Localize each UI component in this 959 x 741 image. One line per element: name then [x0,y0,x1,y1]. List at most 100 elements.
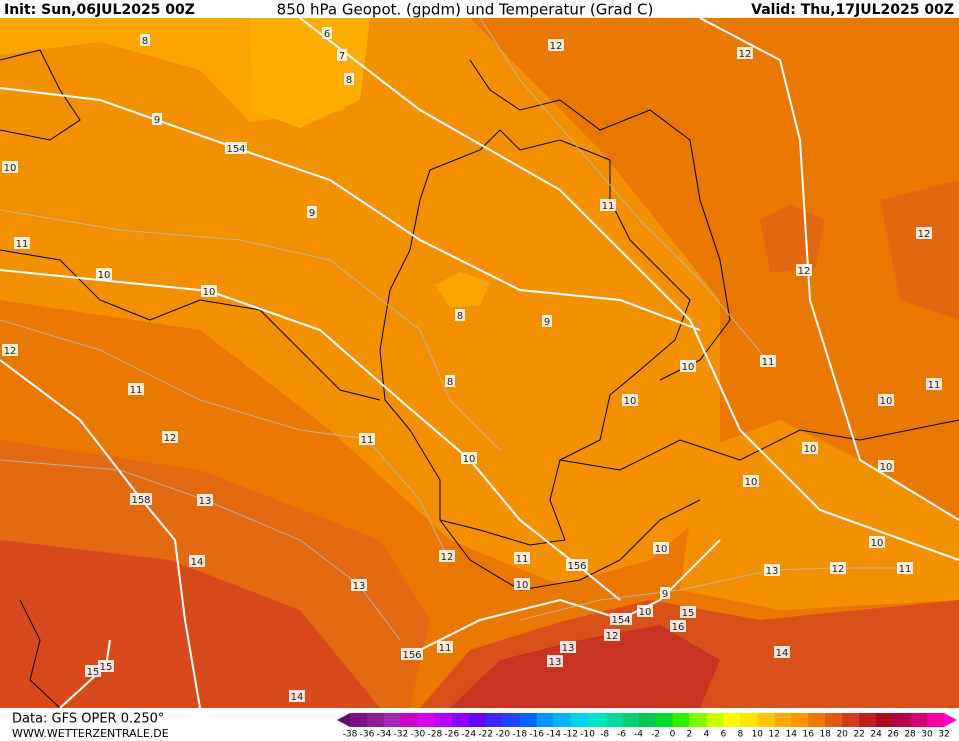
contour-label: 6 [324,29,330,40]
contour-label: 10 [98,270,111,281]
colorbar-swatch [638,713,656,727]
contour-label-box [897,562,913,574]
field [760,205,825,272]
colorbar-arrow [944,713,957,727]
colorbar-swatch [468,713,487,727]
colorbar-label: 28 [904,730,916,740]
colorbar-swatch [536,713,555,727]
contour-label-box [225,142,247,154]
contour-label-box [445,375,455,387]
contour-label: 11 [16,239,29,250]
contour-label: 158 [131,495,150,506]
colorbar-swatch [910,713,928,727]
colorbar-swatch [587,713,606,727]
colorbar-swatch [383,713,402,727]
contour-label: 10 [4,163,17,174]
colorbar-swatch [859,713,877,727]
isohypse [0,87,701,331]
contour-label-box [2,344,18,356]
contour-label: 12 [739,49,752,60]
contour-label: 9 [309,208,315,219]
contour-label-box [548,39,564,51]
contour-label: 156 [567,561,586,572]
colorbar-label: 0 [670,730,676,740]
contour-label: 13 [766,566,779,577]
contour-label-box [774,646,790,658]
colorbar-swatch [519,713,538,727]
contour-label-box [760,355,776,367]
contour-label-box [547,655,563,667]
colorbar-label: 18 [819,730,831,740]
field [250,18,370,128]
map-title: 850 hPa Geopot. (gpdm) und Temperatur (G… [277,1,654,19]
contour-label-box [401,648,423,660]
colorbar-swatch [825,713,843,727]
colorbar-label: -20 [495,730,510,740]
contour-label-box [878,460,894,472]
contour-label-box [764,564,780,576]
colorbar-label: -14 [546,730,561,740]
contour-label-box [637,605,653,617]
colorbar-label: -6 [617,730,626,740]
contour-label-box [830,562,846,574]
colorbar-swatch [774,713,792,727]
contour-label-box [337,49,347,61]
field [880,180,959,320]
colorbar-label: 2 [687,730,693,740]
colorbar-swatch [808,713,826,727]
colorbar-label: -16 [529,730,544,740]
colorbar-swatch [740,713,758,727]
contour-label-box [796,264,812,276]
contour-label: 11 [130,385,143,396]
contour-label: 10 [624,396,637,407]
data-source: Data: GFS OPER 0.250° [12,712,164,727]
isotherm [479,17,769,362]
contour-label: 7 [339,51,345,62]
contour-label: 12 [164,433,177,444]
contour-label: 11 [928,380,941,391]
contour-label: 15 [87,667,100,678]
colorbar-label: -10 [580,730,595,740]
isohypse [299,17,959,561]
isohypse [0,359,201,709]
colorbar-swatch [672,713,690,727]
colorbar-swatch [366,713,385,727]
contour-label-box [600,199,616,211]
colorbar-swatch [876,713,894,727]
colorbar-label: -12 [563,730,578,740]
contour-label-box [514,578,530,590]
contour-label-box [307,206,317,218]
contour-label: 12 [832,564,845,575]
field [680,420,959,610]
contour-label-box [128,383,144,395]
isotherm [0,459,401,641]
colorbar-label: -32 [394,730,409,740]
contour-label: 13 [353,581,366,592]
isotherm [0,319,448,557]
contour-label-box [622,394,638,406]
contour-label: 10 [745,477,758,488]
contour-label: 15 [682,608,695,619]
contour-label: 10 [871,538,884,549]
colorbar-label: 22 [853,730,864,740]
contour-label-box [98,660,114,672]
field [435,272,490,308]
contour-label-box [289,690,305,702]
colorbar-label: 20 [836,730,848,740]
colorbar-label: 32 [938,730,949,740]
colorbar-swatch [570,713,589,727]
contour-label: 11 [899,564,912,575]
contour-label-box [96,268,112,280]
colorbar-swatch [417,713,436,727]
colorbar-swatch [689,713,707,727]
colorbar-label: 30 [921,730,933,740]
colorbar-label: -26 [444,730,459,740]
isotherms [0,17,905,641]
colorbar-swatch [791,713,809,727]
contour-label: 8 [457,311,463,322]
border [0,249,381,401]
colorbar-swatch [400,713,419,727]
colorbar-label: 4 [704,730,710,740]
